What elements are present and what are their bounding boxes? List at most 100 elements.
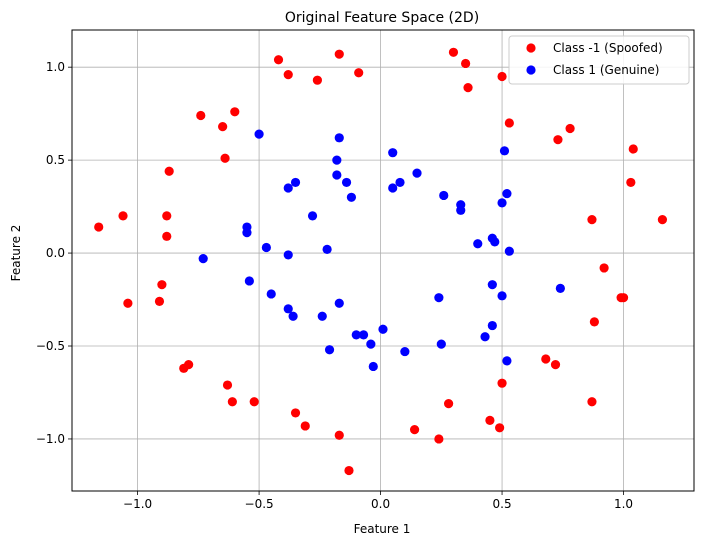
genuine-point xyxy=(497,198,507,208)
spoofed-point xyxy=(589,317,599,327)
genuine-point xyxy=(368,361,378,372)
legend-marker xyxy=(526,65,536,75)
spoofed-point xyxy=(657,215,668,225)
spoofed-point xyxy=(94,222,104,232)
genuine-point xyxy=(504,246,514,256)
genuine-point xyxy=(439,190,449,201)
spoofed-point xyxy=(463,83,473,93)
spoofed-point xyxy=(312,75,322,85)
spoofed-point xyxy=(587,215,597,225)
genuine-point xyxy=(317,311,327,321)
spoofed-point xyxy=(434,434,444,444)
y-tick-label: 0.0 xyxy=(46,246,65,260)
spoofed-point xyxy=(227,397,237,407)
spoofed-point xyxy=(162,211,172,221)
genuine-point xyxy=(242,228,252,238)
x-tick-label: 1.0 xyxy=(614,497,633,511)
spoofed-point xyxy=(222,380,233,390)
spoofed-point xyxy=(164,166,174,176)
genuine-point xyxy=(487,320,497,331)
spoofed-point xyxy=(448,47,459,57)
genuine-point xyxy=(490,237,500,247)
spoofed-point xyxy=(599,263,609,273)
spoofed-point xyxy=(541,354,551,364)
spoofed-point xyxy=(300,421,310,431)
y-tick-label: −1.0 xyxy=(36,432,65,446)
spoofed-point xyxy=(497,378,507,388)
legend-box xyxy=(508,35,690,85)
genuine-point xyxy=(341,177,352,188)
genuine-point xyxy=(322,244,332,254)
spoofed-point xyxy=(504,118,514,128)
spoofed-point xyxy=(157,280,167,290)
spoofed-point xyxy=(618,293,629,303)
genuine-point xyxy=(324,345,335,355)
spoofed-point xyxy=(565,123,575,134)
genuine-point xyxy=(307,211,318,221)
genuine-point xyxy=(332,170,342,180)
genuine-point xyxy=(283,183,293,193)
x-tick-label: −0.5 xyxy=(245,497,274,511)
chart-title: Original Feature Space (2D) xyxy=(285,10,479,26)
y-axis-label: Feature 2 xyxy=(9,225,23,282)
genuine-point xyxy=(487,280,497,290)
spoofed-point xyxy=(118,211,128,221)
genuine-point xyxy=(351,330,361,340)
genuine-point xyxy=(434,293,444,303)
genuine-point xyxy=(378,324,388,334)
y-tick-label: 1.0 xyxy=(46,60,65,74)
genuine-point xyxy=(283,250,293,260)
x-axis-label: Feature 1 xyxy=(354,522,411,536)
genuine-point xyxy=(502,356,512,366)
spoofed-point xyxy=(184,359,194,370)
spoofed-point xyxy=(334,49,344,59)
spoofed-point xyxy=(409,425,420,435)
genuine-point xyxy=(346,192,357,202)
y-tick-label: 0.5 xyxy=(46,153,65,167)
spoofed-point xyxy=(444,399,454,409)
genuine-point xyxy=(366,339,376,349)
genuine-point xyxy=(400,346,410,357)
x-tick-label: 0.5 xyxy=(493,497,512,511)
spoofed-point xyxy=(283,70,293,80)
spoofed-point xyxy=(290,408,301,418)
genuine-point xyxy=(254,129,264,139)
genuine-point xyxy=(266,289,276,299)
legend-label: Class -1 (Spoofed) xyxy=(553,41,663,55)
spoofed-point xyxy=(495,423,505,433)
genuine-point xyxy=(555,283,565,293)
spoofed-point xyxy=(334,430,344,440)
spoofed-point xyxy=(626,177,636,188)
spoofed-point xyxy=(587,397,597,407)
spoofed-point xyxy=(196,110,206,121)
genuine-point xyxy=(473,239,483,249)
genuine-point xyxy=(499,146,510,156)
spoofed-point xyxy=(550,359,561,370)
genuine-point xyxy=(358,330,369,340)
genuine-point xyxy=(497,291,507,301)
genuine-point xyxy=(412,168,422,178)
legend-label: Class 1 (Genuine) xyxy=(553,63,659,77)
genuine-point xyxy=(436,339,446,349)
genuine-point xyxy=(388,183,398,193)
genuine-point xyxy=(198,254,208,264)
spoofed-point xyxy=(485,415,495,425)
genuine-point xyxy=(395,177,405,188)
spoofed-point xyxy=(553,135,563,145)
spoofed-point xyxy=(123,298,133,308)
spoofed-point xyxy=(218,122,228,132)
spoofed-point xyxy=(220,153,230,163)
spoofed-point xyxy=(249,397,259,407)
genuine-point xyxy=(290,177,301,188)
spoofed-point xyxy=(162,231,172,241)
genuine-point xyxy=(288,311,298,321)
genuine-point xyxy=(332,155,342,165)
genuine-point xyxy=(480,332,490,342)
genuine-point xyxy=(502,188,512,199)
spoofed-point xyxy=(461,58,471,69)
x-tick-label: −1.0 xyxy=(123,497,152,511)
spoofed-point xyxy=(628,144,638,154)
x-tick-label: 0.0 xyxy=(371,497,390,511)
